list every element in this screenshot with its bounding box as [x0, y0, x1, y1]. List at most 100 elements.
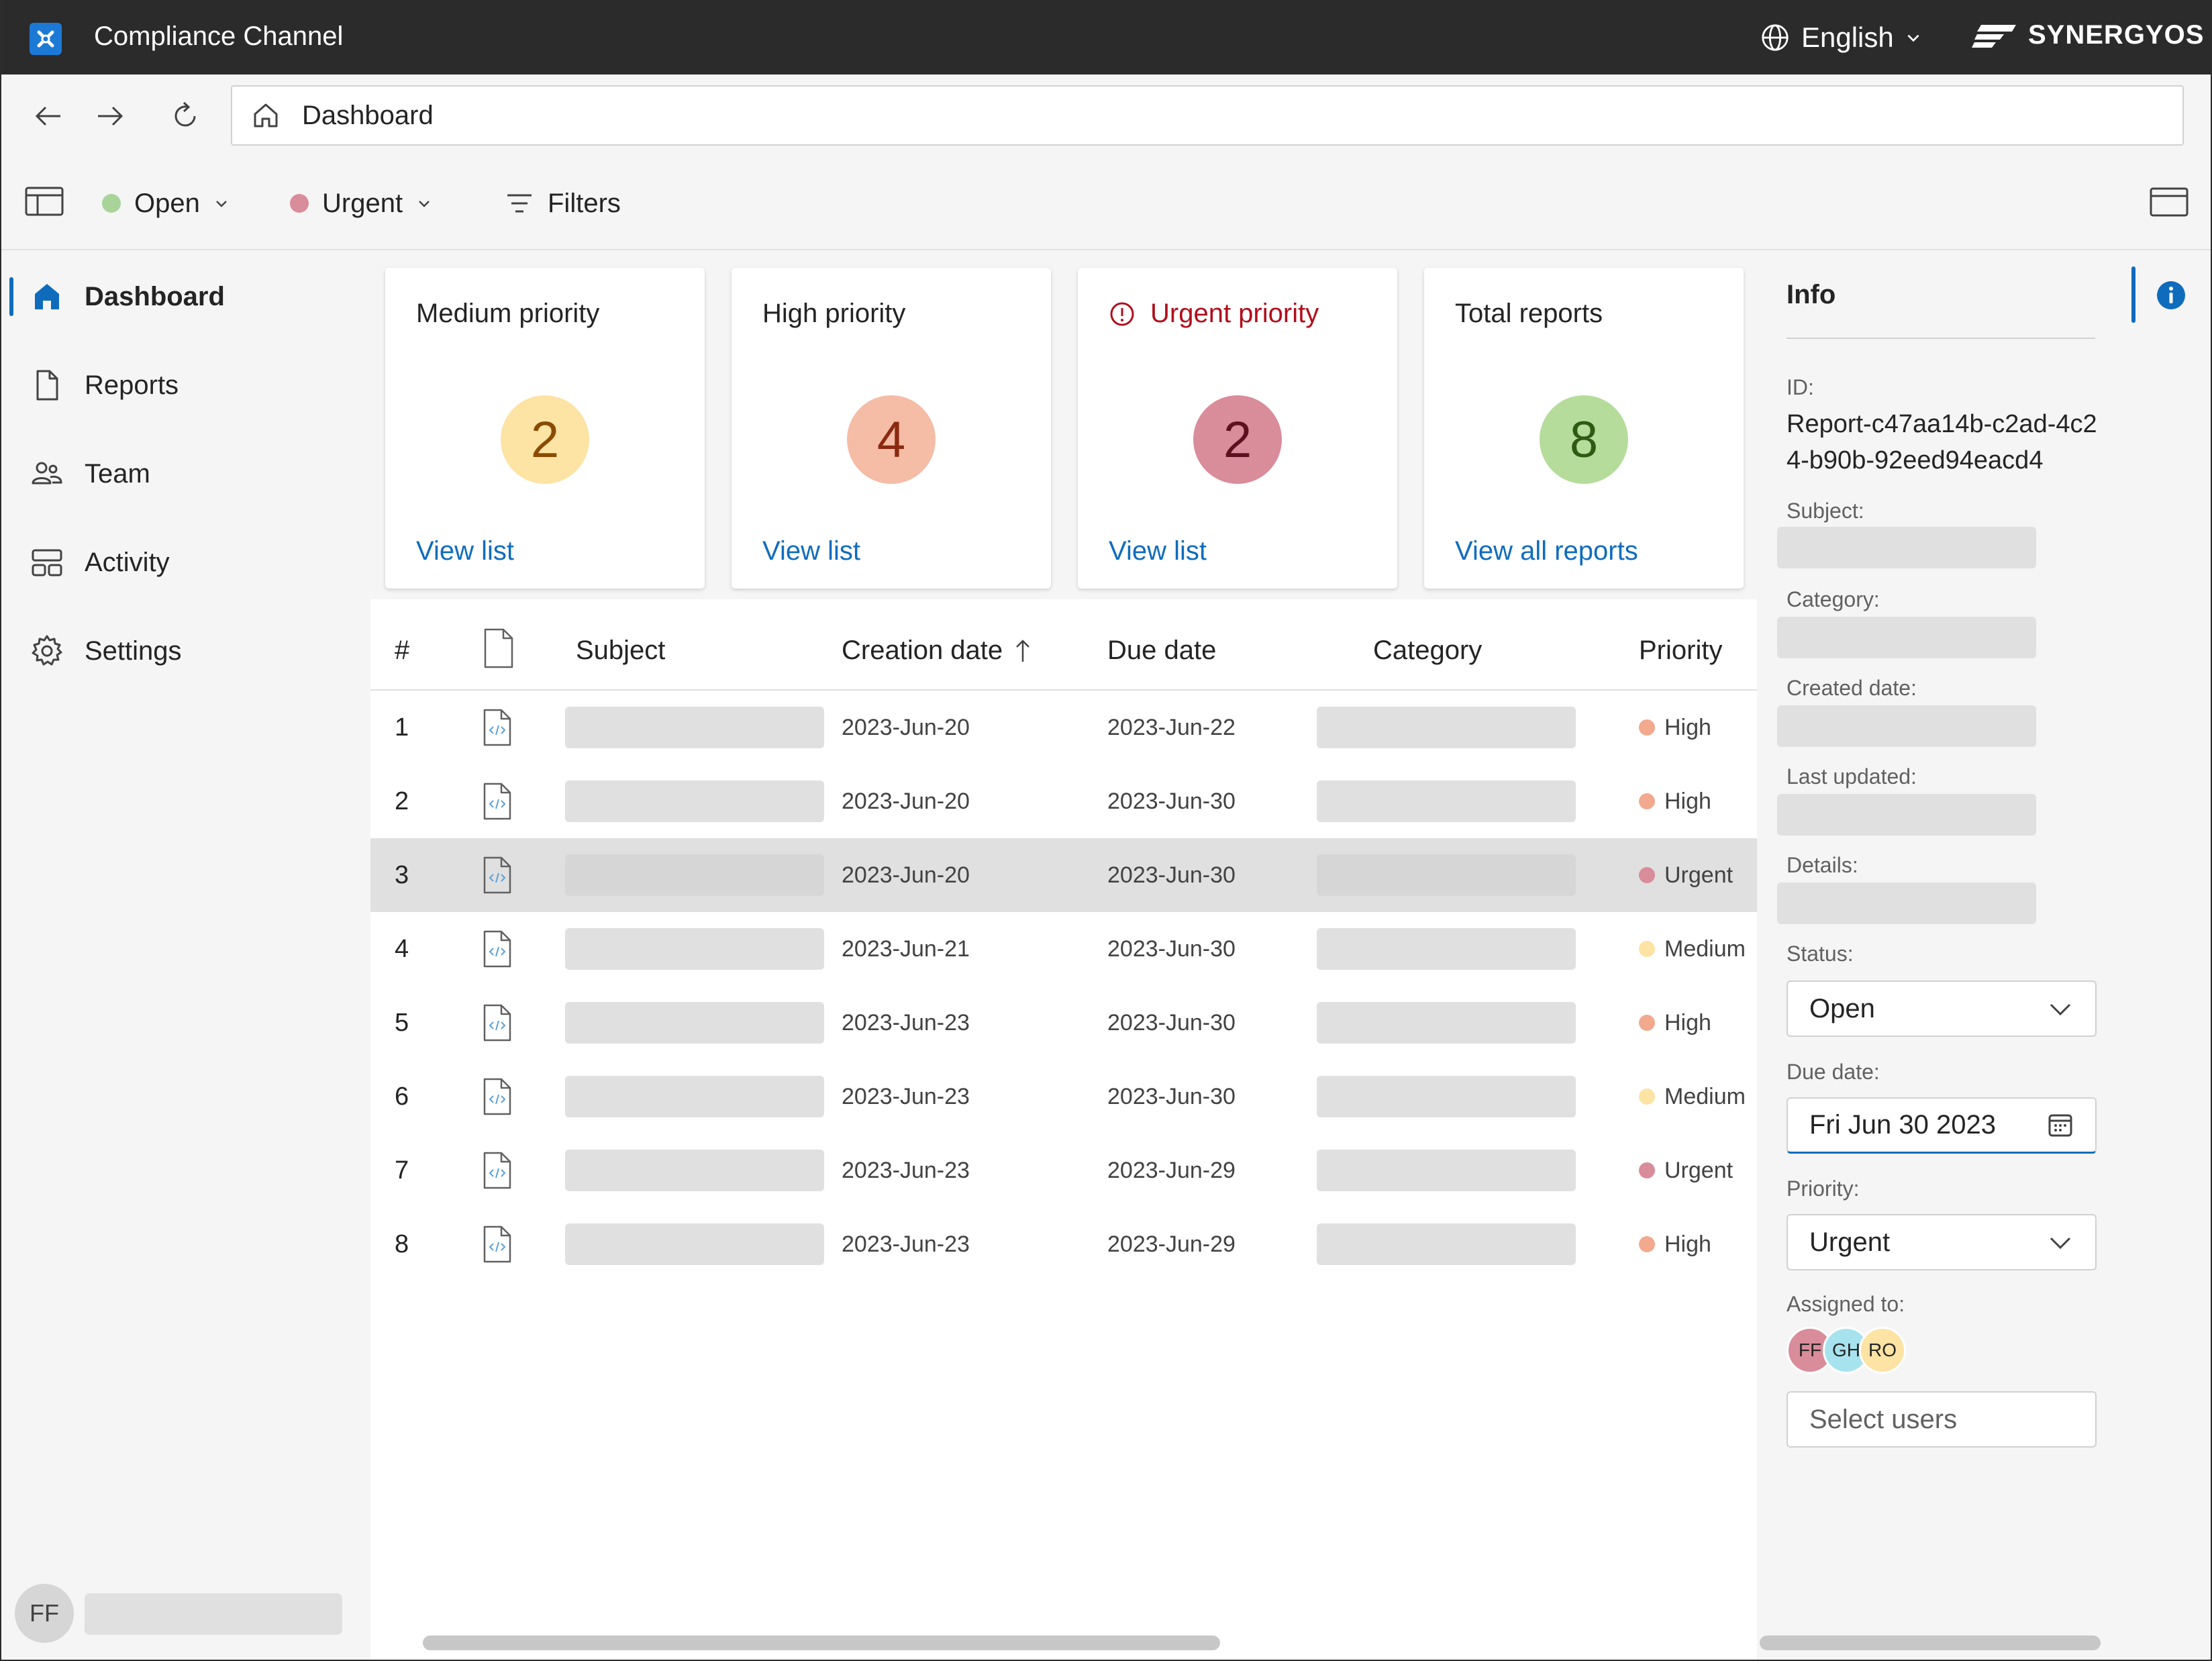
- due-date-label: Due date:: [1787, 1060, 1880, 1084]
- status-filter-label: Open: [134, 188, 200, 218]
- back-button[interactable]: [28, 96, 68, 136]
- language-selector[interactable]: English: [1760, 19, 1922, 56]
- filters-button[interactable]: Filters: [505, 185, 621, 222]
- document-icon: [484, 628, 513, 668]
- view-list-link[interactable]: View list: [416, 536, 514, 566]
- status-dot: [102, 194, 121, 213]
- status-label: Status:: [1787, 942, 1854, 966]
- sidebar-item-activity[interactable]: Activity: [9, 525, 358, 599]
- priority-dot: [1639, 793, 1655, 809]
- view-list-link[interactable]: View list: [1109, 536, 1207, 566]
- forward-button[interactable]: [90, 96, 130, 136]
- home-icon: [35, 284, 59, 309]
- card-title-text: Urgent priority: [1150, 299, 1319, 328]
- toggle-sidebar-button[interactable]: [24, 185, 64, 218]
- panel-right-icon: [2150, 187, 2189, 217]
- table-row[interactable]: 5 2023-Jun-23 2023-Jun-30 High: [370, 986, 1757, 1060]
- sidebar-item-settings[interactable]: Settings: [9, 614, 358, 688]
- column-header-creation-date[interactable]: Creation date: [842, 636, 1032, 666]
- card-title: Urgent priority: [1109, 299, 1319, 329]
- card-count: 2: [501, 395, 589, 484]
- info-panel: Info ID: Report-c47aa14b-c2ad-4c24-b90b-…: [1757, 250, 2211, 1660]
- category-placeholder: [1317, 1002, 1576, 1044]
- status-select[interactable]: Open: [1787, 980, 2097, 1037]
- category-label: Category:: [1787, 587, 1880, 611]
- status-filter-dropdown[interactable]: Open: [102, 185, 230, 222]
- priority-cell: High: [1639, 986, 1711, 1060]
- info-title: Info: [1787, 280, 1836, 309]
- table-row[interactable]: 1 2023-Jun-20 2023-Jun-22 High: [370, 691, 1757, 764]
- info-panel-scrollbar[interactable]: [1760, 1635, 2101, 1650]
- creation-date-cell: 2023-Jun-20: [842, 788, 970, 814]
- due-date-cell: 2023-Jun-30: [1107, 788, 1236, 814]
- category-placeholder: [1317, 854, 1576, 896]
- divider: [1787, 338, 2095, 339]
- priority-label: High: [1664, 788, 1711, 814]
- column-header-subject[interactable]: Subject: [576, 636, 666, 665]
- sidebar-item-reports[interactable]: Reports: [9, 348, 358, 422]
- total-reports-card: Total reports 8 View all reports: [1424, 268, 1744, 589]
- priority-filter-dropdown[interactable]: Urgent: [290, 185, 432, 222]
- priority-dot: [290, 194, 309, 213]
- user-avatar[interactable]: FF: [15, 1584, 74, 1643]
- column-header-due-date[interactable]: Due date: [1107, 636, 1217, 665]
- table-row[interactable]: 4 2023-Jun-21 2023-Jun-30 Medium: [370, 912, 1757, 986]
- column-header-priority[interactable]: Priority: [1639, 636, 1723, 665]
- filters-label: Filters: [548, 188, 621, 218]
- user-name-placeholder: [85, 1593, 342, 1635]
- chevron-down-icon: [2050, 1237, 2071, 1250]
- column-header-category[interactable]: Category: [1373, 636, 1482, 665]
- priority-label: Urgent: [1664, 1157, 1733, 1183]
- due-date-cell: 2023-Jun-29: [1107, 1231, 1236, 1257]
- horizontal-scrollbar[interactable]: [423, 1635, 1220, 1650]
- main-content: Medium priority 2 View list High priorit…: [370, 250, 1757, 1660]
- card-title: High priority: [762, 299, 906, 328]
- priority-label: High: [1664, 1231, 1711, 1257]
- calendar-icon: [2048, 1114, 2072, 1136]
- globe-icon: [1762, 24, 1789, 51]
- subject-placeholder: [565, 1150, 824, 1191]
- row-index: 4: [395, 934, 409, 963]
- assignee-avatar[interactable]: GH: [1823, 1327, 1870, 1374]
- created-date-label: Created date:: [1787, 676, 1917, 700]
- priority-label: Urgent: [1664, 862, 1733, 888]
- table-row[interactable]: 6 2023-Jun-23 2023-Jun-30 Medium: [370, 1060, 1757, 1134]
- column-header-file[interactable]: [482, 627, 515, 669]
- category-placeholder: [1317, 1150, 1576, 1191]
- table-row[interactable]: 2 2023-Jun-20 2023-Jun-30 High: [370, 764, 1757, 838]
- view-all-reports-link[interactable]: View all reports: [1455, 536, 1638, 566]
- panel-left-icon: [25, 187, 64, 216]
- code-file-icon: [482, 912, 513, 986]
- refresh-button[interactable]: [165, 96, 205, 136]
- creation-date-cell: 2023-Jun-21: [842, 936, 970, 962]
- language-label: English: [1801, 21, 1894, 53]
- row-index: 6: [395, 1082, 409, 1111]
- status-select-value: Open: [1809, 993, 1875, 1023]
- details-label: Details:: [1787, 853, 1858, 877]
- subject-placeholder: [565, 1223, 824, 1265]
- row-index: 2: [395, 787, 409, 815]
- table-row[interactable]: 8 2023-Jun-23 2023-Jun-29 High: [370, 1207, 1757, 1281]
- select-users-input[interactable]: Select users: [1787, 1391, 2097, 1448]
- sidebar-item-dashboard[interactable]: Dashboard: [9, 260, 358, 334]
- column-header-index[interactable]: #: [395, 636, 410, 665]
- address-bar[interactable]: Dashboard: [231, 85, 2184, 146]
- assignee-avatar[interactable]: RO: [1859, 1327, 1906, 1374]
- due-date-picker[interactable]: Fri Jun 30 2023: [1787, 1097, 2097, 1154]
- due-date-cell: 2023-Jun-30: [1107, 936, 1236, 962]
- chevron-down-icon: [419, 201, 430, 207]
- table-row[interactable]: 7 2023-Jun-23 2023-Jun-29 Urgent: [370, 1134, 1757, 1207]
- info-tab-button[interactable]: [2156, 280, 2186, 311]
- select-users-placeholder: Select users: [1809, 1404, 1958, 1434]
- priority-select[interactable]: Urgent: [1787, 1214, 2097, 1270]
- toggle-info-panel-button[interactable]: [2149, 183, 2189, 221]
- priority-cell: High: [1639, 764, 1711, 838]
- home-outline-icon: [254, 103, 278, 128]
- due-date-cell: 2023-Jun-22: [1107, 714, 1236, 740]
- due-date-cell: 2023-Jun-30: [1107, 1083, 1236, 1109]
- view-list-link[interactable]: View list: [762, 536, 860, 566]
- assignee-avatar[interactable]: FF: [1787, 1327, 1833, 1374]
- filter-icon: [507, 194, 532, 213]
- sidebar-item-team[interactable]: Team: [9, 437, 358, 511]
- table-row[interactable]: 3 2023-Jun-20 2023-Jun-30 Urgent: [370, 838, 1757, 912]
